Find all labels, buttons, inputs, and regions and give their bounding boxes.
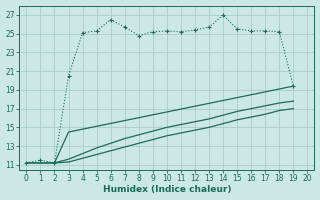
X-axis label: Humidex (Indice chaleur): Humidex (Indice chaleur): [103, 185, 231, 194]
